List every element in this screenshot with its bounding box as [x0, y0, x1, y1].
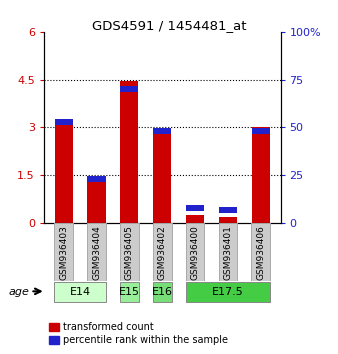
Text: GSM936400: GSM936400 [191, 225, 200, 280]
Text: E17.5: E17.5 [212, 287, 244, 297]
Bar [153, 129, 171, 223]
Bar [219, 217, 237, 223]
FancyBboxPatch shape [186, 223, 204, 281]
FancyBboxPatch shape [251, 223, 270, 281]
FancyBboxPatch shape [186, 282, 270, 302]
Text: GSM936406: GSM936406 [256, 225, 265, 280]
FancyBboxPatch shape [87, 223, 106, 281]
FancyBboxPatch shape [54, 223, 73, 281]
Text: GSM936401: GSM936401 [223, 225, 233, 280]
FancyBboxPatch shape [153, 223, 172, 281]
FancyBboxPatch shape [120, 223, 139, 281]
Bar [120, 81, 139, 223]
Text: GSM936404: GSM936404 [92, 225, 101, 280]
Text: GDS4591 / 1454481_at: GDS4591 / 1454481_at [92, 19, 246, 33]
Bar [153, 129, 171, 134]
FancyBboxPatch shape [153, 282, 172, 302]
Text: E16: E16 [152, 287, 173, 297]
Bar [88, 176, 105, 182]
Legend: transformed count, percentile rank within the sample: transformed count, percentile rank withi… [45, 319, 232, 349]
Bar [55, 119, 73, 125]
Bar [120, 86, 139, 92]
Bar [252, 129, 270, 134]
FancyBboxPatch shape [54, 282, 106, 302]
Bar [219, 207, 237, 212]
Text: age: age [8, 287, 29, 297]
Bar [186, 205, 204, 211]
Text: E15: E15 [119, 287, 140, 297]
Bar [88, 177, 105, 223]
Text: GSM936402: GSM936402 [158, 225, 167, 280]
Text: GSM936405: GSM936405 [125, 225, 134, 280]
FancyBboxPatch shape [120, 282, 139, 302]
Bar [252, 127, 270, 223]
Bar [55, 121, 73, 223]
Bar [186, 215, 204, 223]
Text: GSM936403: GSM936403 [59, 225, 68, 280]
Text: E14: E14 [70, 287, 91, 297]
FancyBboxPatch shape [219, 223, 237, 281]
